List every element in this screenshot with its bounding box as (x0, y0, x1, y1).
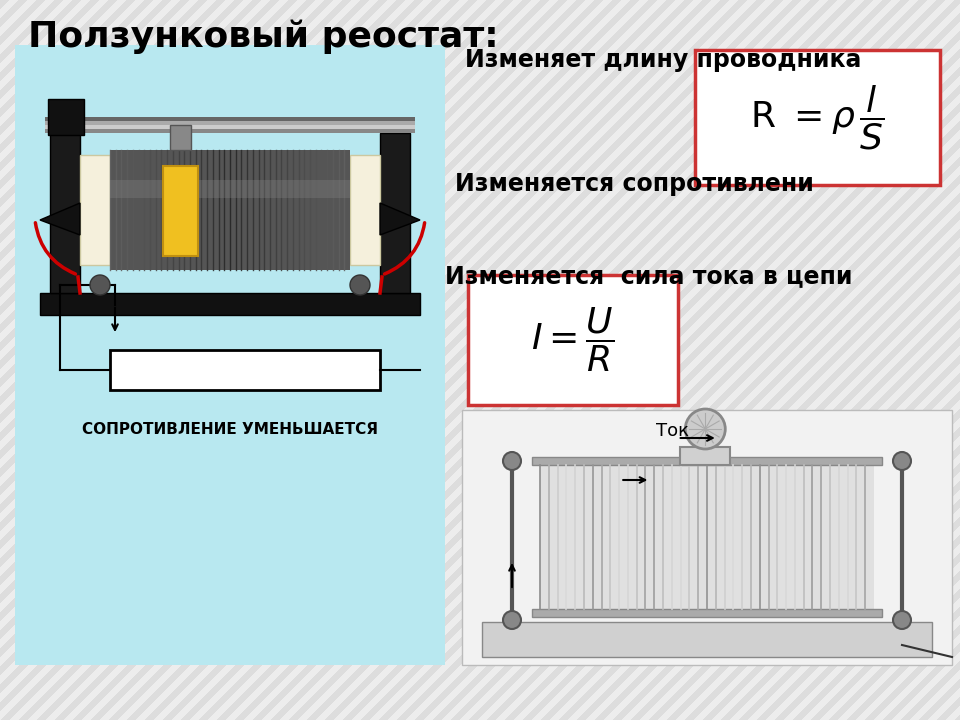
Text: Изменяется сопротивлени: Изменяется сопротивлени (455, 172, 814, 196)
Text: Изменяется  сила тока в цепи: Изменяется сила тока в цепи (445, 264, 852, 288)
Bar (532, 457, 882, 465)
Text: Изменяет длину проводника: Изменяет длину проводника (465, 48, 861, 72)
Bar (681, 447, 731, 465)
Circle shape (90, 275, 110, 295)
Polygon shape (40, 203, 80, 235)
Bar (170, 125, 191, 150)
Bar (45, 117, 415, 121)
Circle shape (685, 409, 726, 449)
Bar (80, 155, 110, 265)
Bar (380, 133, 410, 293)
Bar (45, 129, 415, 133)
Bar (110, 180, 350, 198)
Bar (462, 410, 952, 665)
Bar (50, 133, 80, 293)
Bar (110, 350, 380, 390)
Bar (40, 293, 420, 315)
Bar (468, 275, 678, 405)
Circle shape (350, 275, 370, 295)
Bar (15, 45, 445, 665)
Polygon shape (380, 203, 420, 235)
Bar (163, 166, 198, 256)
Bar (110, 150, 350, 270)
Text: СОПРОТИВЛЕНИЕ УМЕНЬШАЕТСЯ: СОПРОТИВЛЕНИЕ УМЕНЬШАЕТСЯ (82, 423, 378, 438)
Text: Ползунковый реостат:: Ползунковый реостат: (28, 20, 498, 55)
Bar (45, 121, 415, 125)
Bar (482, 622, 932, 657)
Bar (532, 609, 882, 617)
Bar (695, 50, 940, 185)
Text: $\mathrm{R}\ =\rho\,\dfrac{l}{S}$: $\mathrm{R}\ =\rho\,\dfrac{l}{S}$ (750, 84, 885, 152)
Circle shape (503, 611, 521, 629)
Circle shape (893, 611, 911, 629)
Bar (540, 465, 874, 609)
Bar (48, 99, 84, 135)
Text: $I = \dfrac{U}{R}$: $I = \dfrac{U}{R}$ (531, 306, 614, 374)
Bar (350, 155, 380, 265)
Circle shape (893, 452, 911, 470)
Bar (45, 125, 415, 129)
Circle shape (503, 452, 521, 470)
Text: Ток: Ток (657, 422, 689, 440)
